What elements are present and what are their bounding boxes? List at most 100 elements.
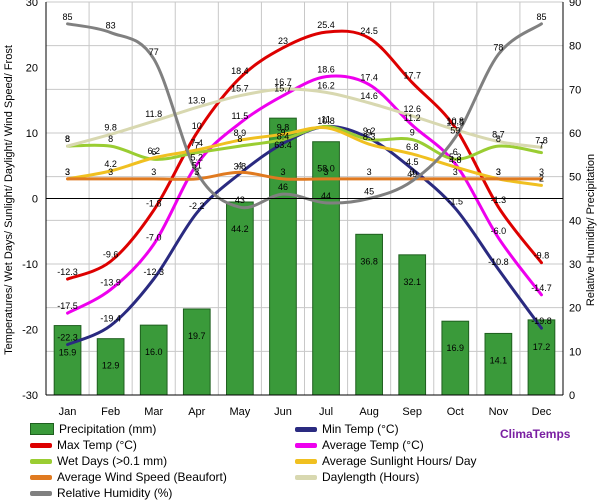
average-sunlight-hours-day-value-label: 2 (539, 173, 544, 183)
relative-humidity-value-label: 49 (407, 169, 417, 179)
series-lines (66, 22, 543, 347)
daylength-hours-value-label: 16.2 (317, 80, 335, 90)
legend-item-average-sunlight-hours-day: Average Sunlight Hours/ Day (295, 454, 477, 468)
average-wind-speed-beaufort-value-label: 3 (108, 167, 113, 177)
average-wind-speed-beaufort-line (66, 170, 543, 181)
precipitation-bar (484, 332, 513, 396)
precipitation-value-label: 16.9 (447, 343, 465, 353)
x-tick-label: Dec (532, 406, 552, 418)
wet-days-0-1-mm-value-label: 9 (367, 128, 372, 138)
average-sunlight-hours-day-value-label: 3 (496, 167, 501, 177)
min-temp-c-value-label: -19.8 (531, 316, 552, 326)
climate-chart: 15.912.916.019.744.263.458.036.832.116.9… (3, 0, 597, 418)
legend-swatch (295, 442, 317, 448)
precipitation-value-label: 63.4 (274, 140, 292, 150)
average-temp-c-value-label: 11.2 (404, 113, 421, 123)
average-sunlight-hours-day-value-label: 4.8 (449, 155, 462, 165)
x-tick-label: May (229, 406, 250, 418)
legend-swatch (30, 490, 52, 496)
max-temp-c-value-label: -9.8 (534, 251, 550, 261)
precipitation-value-label: 36.8 (360, 256, 378, 266)
x-tick-label: Oct (447, 406, 464, 418)
average-temp-c-value-label: 5.2 (191, 152, 204, 162)
wet-days-0-1-mm-value-label: 6 (151, 147, 156, 157)
min-temp-c-value-label: -19.4 (100, 314, 121, 324)
axes: 0 10 20 30 40 50 60 70 80 90 -30 -20 -10 0 10 20 30 Jan Fe… (22, 0, 581, 418)
left-axis-title: Temperatures/ Wet Days/ Sunlight/ Daylig… (3, 45, 15, 355)
min-temp-c-value-label: -10.8 (488, 257, 509, 267)
relative-humidity-value-label: 85 (63, 12, 73, 22)
relative-humidity-value-label: 44 (321, 191, 331, 201)
min-temp-c-value-label: 9.2 (363, 126, 376, 136)
wet-days-0-1-mm-value-label: 9 (410, 128, 415, 138)
min-temp-c-value-label: -12.3 (143, 267, 164, 277)
daylength-hours-value-label: 15.7 (231, 84, 249, 94)
precipitation-value-label: 16.0 (145, 347, 163, 357)
legend-item-precipitation-mm: Precipitation (mm) (30, 422, 156, 436)
average-temp-c-line (66, 74, 543, 315)
x-tick-label: Mar (144, 406, 163, 418)
max-temp-c-value-label: -1.8 (146, 198, 162, 208)
wet-days-0-1-mm-value-label: 9 (280, 128, 285, 138)
right-axis-title: Relative Humidity/ Precipitation (585, 154, 597, 306)
max-temp-c-value-label: 10.8 (447, 116, 465, 126)
average-wind-speed-beaufort-value-label: 3 (410, 167, 415, 177)
precipitation-bars (53, 117, 556, 396)
average-sunlight-hours-day-value-label: 8.9 (234, 128, 247, 138)
average-wind-speed-beaufort-value-label: 3 (65, 167, 70, 177)
right-tick-label: 60 (569, 128, 581, 140)
right-tick-label: 10 (569, 346, 581, 358)
legend-swatch (295, 474, 317, 480)
precipitation-value-label: 12.9 (102, 361, 120, 371)
relative-humidity-value-label: 78 (493, 42, 503, 52)
right-tick-label: 0 (569, 390, 575, 402)
average-sunlight-hours-day-value-label: 7.4 (191, 138, 204, 148)
average-temp-c-value-label: 15.7 (274, 84, 292, 94)
legend-swatch (30, 458, 52, 464)
precipitation-bar (441, 320, 470, 396)
daylength-hours-value-label: 11.8 (145, 109, 162, 119)
right-tick-label: 30 (569, 259, 581, 271)
legend-label: Relative Humidity (%) (57, 486, 173, 500)
precipitation-value-label: 19.7 (188, 331, 206, 341)
right-tick-label: 70 (569, 84, 581, 96)
precipitation-bar (96, 338, 125, 396)
legend-item-min-temp-c: Min Temp (°C) (295, 422, 399, 436)
average-sunlight-hours-day-value-label: 6.2 (147, 146, 160, 156)
left-tick-label: 30 (26, 0, 38, 9)
legend-item-wet-days-0-1-mm: Wet Days (>0.1 mm) (30, 454, 167, 468)
average-sunlight-hours-day-value-label: 10.8 (317, 116, 335, 126)
right-tick-label: 50 (569, 172, 581, 184)
average-temp-c-value-label: 5.3 (449, 152, 462, 162)
relative-humidity-value-label: 59 (450, 125, 460, 135)
legend-label: Precipitation (mm) (59, 422, 157, 436)
legend-swatch (295, 458, 317, 464)
average-temp-c-value-label: -13.9 (100, 278, 121, 288)
right-tick-label: 90 (569, 0, 581, 9)
average-temp-c-value-label: -17.5 (57, 301, 78, 311)
left-tick-label: -30 (22, 390, 38, 402)
data-labels: 15.912.916.019.744.263.458.036.832.116.9… (57, 12, 551, 371)
daylength-hours-value-label: 12.6 (403, 104, 421, 114)
daylength-hours-value-label: 16.7 (274, 77, 292, 87)
x-tick-label: Jul (319, 406, 333, 418)
max-temp-c-value-label: -9.6 (103, 249, 119, 259)
precipitation-bar (182, 308, 211, 396)
relative-humidity-value-label: 43 (235, 195, 245, 205)
precipitation-value-label: 14.1 (490, 355, 508, 365)
precipitation-bar (139, 324, 168, 396)
daylength-hours-value-label: 7.8 (535, 135, 548, 145)
max-temp-c-value-label: 25.4 (317, 20, 335, 30)
min-temp-c-value-label: -1.5 (448, 196, 464, 206)
average-wind-speed-beaufort-value-label: 3 (280, 167, 285, 177)
brand-logo: ClimaTemps (500, 427, 571, 441)
min-temp-c-value-label: 3.8 (234, 162, 247, 172)
daylength-hours-value-label: 9.8 (104, 122, 117, 132)
legend-swatch (30, 474, 52, 480)
daylength-hours-value-label: 10.5 (447, 118, 465, 128)
relative-humidity-value-label: 45 (364, 187, 374, 197)
max-temp-c-value-label: 17.7 (403, 71, 421, 81)
average-temp-c-value-label: -14.7 (531, 283, 552, 293)
wet-days-0-1-mm-value-label: 8 (237, 134, 242, 144)
max-temp-c-value-label: -12.3 (57, 267, 78, 277)
